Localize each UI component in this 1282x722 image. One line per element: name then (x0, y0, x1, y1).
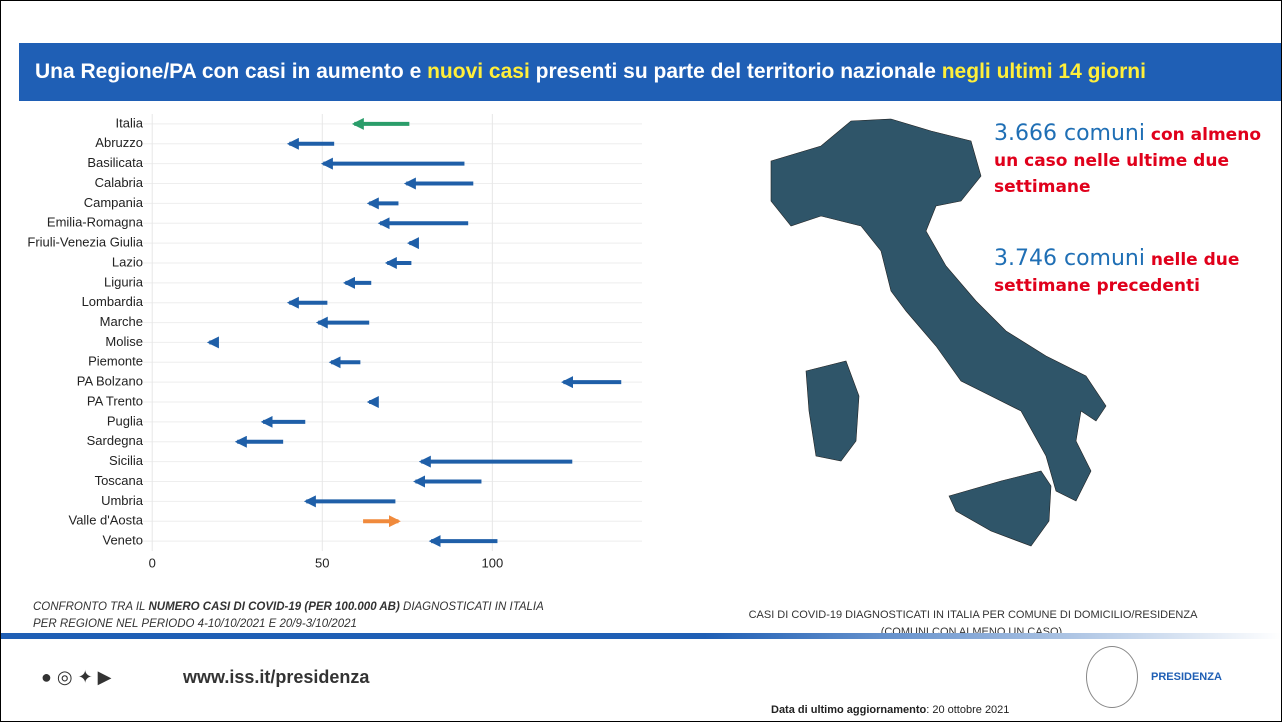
y-tick-label: Valle d'Aosta (68, 513, 143, 528)
y-tick-label: PA Bolzano (77, 374, 143, 389)
social-icons: ● ◎ ✦ ▶ (41, 667, 112, 687)
stat-text: nelle due settimane precedenti (994, 250, 1240, 296)
y-tick-label: Lombardia (82, 294, 144, 309)
y-tick-label: Toscana (95, 473, 144, 488)
y-tick-label: Calabria (95, 175, 144, 190)
date-label: Data di ultimo aggiornamento (771, 704, 927, 716)
url[interactable]: www.iss.it/presidenza (183, 667, 370, 687)
y-tick-label: Puglia (107, 413, 144, 428)
chart: 0 50 100 Italia Abruzzo Basilicata Calabria Cam… (27, 114, 1107, 570)
y-tick-label: Emilia-Romagna (47, 215, 144, 230)
y-tick-label: Campania (84, 195, 144, 210)
x-tick-label: 100 (481, 555, 503, 570)
y-tick-label: Umbria (101, 493, 144, 508)
y-tick-label: Italia (116, 115, 144, 130)
date: : 20 ottobre 2021 (926, 704, 1010, 716)
header-text: Una Regione/PA con casi in aumento e (35, 60, 428, 83)
y-tick-label: Piemonte (88, 354, 143, 369)
y-tick-label: Friuli-Venezia Giulia (27, 235, 143, 250)
stat-number: 3.746 comuni (994, 246, 1145, 271)
header-text: nuovi casi (427, 60, 530, 83)
y-tick-label: Lazio (112, 254, 143, 269)
x-tick-label: 50 (315, 555, 329, 570)
y-tick-label: PA Trento (87, 393, 143, 408)
divider (1, 633, 1281, 639)
map-caption: CASI DI COVID-19 DIAGNOSTICATI IN ITALIA… (748, 609, 1198, 621)
header: Una Regione/PA con casi in aumento e nuo… (19, 43, 1281, 101)
header-text: presenti su parte del territorio naziona… (529, 60, 942, 83)
y-tick-label: Basilicata (87, 155, 143, 170)
caption: PER REGIONE NEL PERIODO 4-10/10/2021 E 2… (33, 618, 357, 630)
y-tick-label: Abruzzo (95, 135, 143, 150)
caption: CONFRONTO TRA IL (33, 601, 149, 613)
stat-number: 3.666 comuni (994, 121, 1145, 146)
stat-text: con almeno un caso nelle ultime due sett… (994, 125, 1261, 197)
y-tick-label: Sicilia (109, 453, 144, 468)
header-text: negli ultimi 14 giorni (941, 60, 1146, 83)
y-tick-label: Veneto (103, 533, 144, 548)
y-tick-label: Marche (100, 314, 143, 329)
y-tick-label: Liguria (104, 274, 144, 289)
caption: NUMERO CASI DI COVID-19 (PER 100.000 AB) (148, 601, 400, 613)
caption: DIAGNOSTICATI IN ITALIA (399, 601, 544, 613)
y-tick-label: Molise (105, 334, 143, 349)
map (770, 118, 1107, 547)
y-tick-label: Sardegna (87, 433, 144, 448)
x-tick-label: 0 (149, 555, 156, 570)
iss-logo (1086, 646, 1138, 708)
logo-text: PRESIDENZA (1151, 671, 1222, 683)
